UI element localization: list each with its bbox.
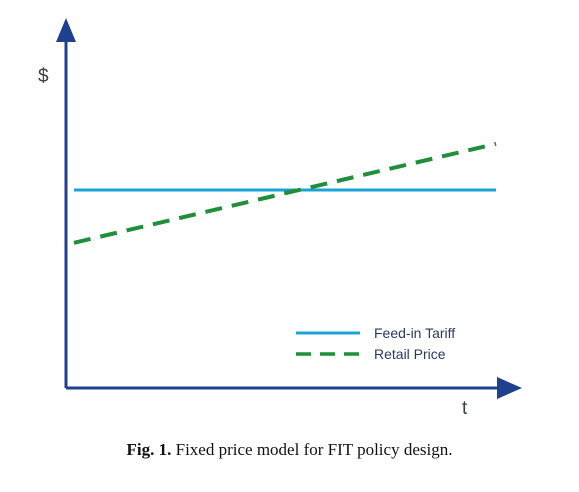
legend-label-feed-in-tariff: Feed-in Tariff [374,325,455,341]
figure-caption-label: Fig. 1. [126,440,172,459]
x-axis-arrow-icon [497,377,522,399]
legend-label-retail-price: Retail Price [374,346,446,362]
legend: Feed-in Tariff Retail Price [296,325,455,362]
figure-caption: Fig. 1. Fixed price model for FIT policy… [0,440,579,460]
figure-caption-text: Fixed price model for FIT policy design. [175,440,453,459]
series-line-retail-price [73,141,497,245]
y-axis-label: $ [38,66,49,87]
fit-price-chart: $ t Feed-in Tariff Retail Price [38,18,522,419]
x-axis-label: t [462,398,468,419]
series-group [73,141,497,245]
y-axis-arrow-icon [56,18,76,42]
